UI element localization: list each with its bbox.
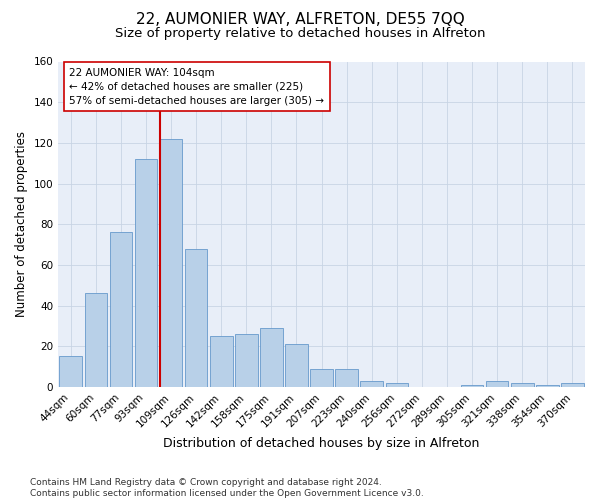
Bar xyxy=(210,336,233,387)
Bar xyxy=(235,334,257,387)
Bar xyxy=(110,232,132,387)
Text: Contains HM Land Registry data © Crown copyright and database right 2024.
Contai: Contains HM Land Registry data © Crown c… xyxy=(30,478,424,498)
Bar xyxy=(260,328,283,387)
Bar xyxy=(361,381,383,387)
Bar xyxy=(285,344,308,387)
Bar xyxy=(335,368,358,387)
Bar xyxy=(461,385,484,387)
Bar xyxy=(561,383,584,387)
X-axis label: Distribution of detached houses by size in Alfreton: Distribution of detached houses by size … xyxy=(163,437,480,450)
Bar xyxy=(59,356,82,387)
Bar xyxy=(536,385,559,387)
Text: Size of property relative to detached houses in Alfreton: Size of property relative to detached ho… xyxy=(115,28,485,40)
Bar xyxy=(134,159,157,387)
Bar xyxy=(486,381,508,387)
Bar xyxy=(160,139,182,387)
Text: 22, AUMONIER WAY, ALFRETON, DE55 7QQ: 22, AUMONIER WAY, ALFRETON, DE55 7QQ xyxy=(136,12,464,28)
Text: 22 AUMONIER WAY: 104sqm
← 42% of detached houses are smaller (225)
57% of semi-d: 22 AUMONIER WAY: 104sqm ← 42% of detache… xyxy=(70,68,325,106)
Bar xyxy=(386,383,408,387)
Bar xyxy=(185,248,208,387)
Bar xyxy=(85,294,107,387)
Bar xyxy=(511,383,533,387)
Y-axis label: Number of detached properties: Number of detached properties xyxy=(15,131,28,317)
Bar xyxy=(310,368,333,387)
